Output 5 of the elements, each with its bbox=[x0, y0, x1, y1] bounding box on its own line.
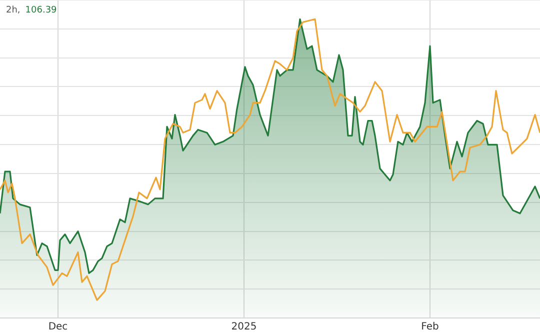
text: 106.39 bbox=[25, 5, 58, 16]
x-tick-label: Dec bbox=[48, 322, 68, 333]
x-tick-label: 2025 bbox=[231, 322, 257, 333]
x-tick-label: Feb bbox=[421, 322, 439, 333]
text: 2h, bbox=[6, 5, 20, 16]
